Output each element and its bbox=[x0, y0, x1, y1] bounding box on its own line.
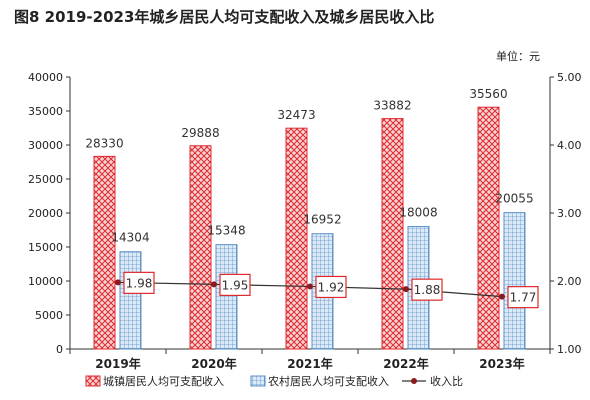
y2-tick-label: 2.00 bbox=[557, 275, 582, 288]
y-tick-label: 5000 bbox=[35, 309, 63, 322]
bar-urban bbox=[477, 106, 500, 350]
ratio-label-box bbox=[411, 278, 443, 301]
ratio-label-box bbox=[315, 275, 347, 299]
y-tick-label: 40000 bbox=[28, 71, 63, 84]
legend-swatch-rural bbox=[250, 375, 266, 387]
ratio-label: 1.77 bbox=[510, 291, 537, 305]
y-tick-label: 0 bbox=[56, 343, 63, 356]
bar-label-rural: 20055 bbox=[495, 192, 533, 206]
x-tick-label: 2023年 bbox=[479, 356, 524, 371]
bar-urban bbox=[189, 145, 212, 350]
bar-label-urban: 28330 bbox=[85, 136, 123, 150]
axes: 0 5000 10000 15000 20000 25000 30000 35000 40000… bbox=[28, 71, 582, 371]
bar-label-urban: 33882 bbox=[373, 99, 411, 113]
ratio-point bbox=[403, 286, 409, 293]
bar-rural bbox=[119, 251, 142, 350]
ratio-label: 1.98 bbox=[126, 276, 153, 290]
legend-label-urban: 城镇居民人均可支配收入 bbox=[103, 374, 224, 388]
bar-label-urban: 32473 bbox=[277, 108, 315, 122]
x-tick-label: 2021年 bbox=[287, 356, 332, 371]
legend-swatch-urban bbox=[85, 375, 101, 387]
bar-label-rural: 14304 bbox=[111, 231, 149, 245]
bars bbox=[93, 106, 526, 350]
ratio-point bbox=[307, 283, 313, 290]
y2-tick-label: 4.00 bbox=[557, 139, 582, 152]
y2-tick-label: 3.00 bbox=[557, 207, 582, 220]
legend-label-rural: 农村居民人均可支配收入 bbox=[268, 374, 389, 388]
bar-label-urban: 29888 bbox=[181, 126, 219, 140]
y-tick-label: 35000 bbox=[28, 105, 63, 118]
y-tick-label: 25000 bbox=[28, 173, 63, 186]
ratio-label: 1.88 bbox=[414, 283, 441, 297]
unit-label: 单位：元 bbox=[496, 50, 540, 63]
ratio-label-box bbox=[123, 271, 155, 294]
x-tick-label: 2022年 bbox=[383, 356, 428, 371]
bar-label-rural: 16952 bbox=[303, 213, 341, 227]
legend-marker-ratio bbox=[411, 378, 417, 384]
ratio-line: 1.98 1.95 1.92 1.88 1.77 bbox=[115, 271, 539, 309]
ratio-label-box bbox=[507, 286, 539, 309]
bar-rural bbox=[215, 244, 238, 350]
bar-label-rural: 15348 bbox=[207, 224, 245, 238]
ratio-label: 1.95 bbox=[222, 278, 249, 292]
x-tick-label: 2020年 bbox=[191, 356, 236, 371]
bar-label-rural: 18008 bbox=[399, 206, 437, 220]
ratio-point bbox=[115, 279, 121, 286]
ratio-label-box bbox=[219, 273, 251, 296]
legend-label-ratio: 收入比 bbox=[430, 374, 463, 388]
y-tick-label: 20000 bbox=[28, 207, 63, 220]
bar-rural bbox=[503, 212, 526, 350]
bar-urban bbox=[93, 155, 116, 350]
chart-title: 图8 2019-2023年城乡居民人均可支配收入及城乡居民收入比 bbox=[14, 8, 435, 26]
ratio-point bbox=[211, 281, 217, 288]
bar-urban bbox=[381, 118, 404, 350]
bar-urban bbox=[285, 127, 308, 350]
ratio-label: 1.92 bbox=[318, 280, 345, 294]
ratio-point bbox=[499, 293, 505, 300]
legend: 城镇居民人均可支配收入 农村居民人均可支配收入 收入比 bbox=[85, 374, 463, 388]
y-tick-label: 10000 bbox=[28, 275, 63, 288]
y-tick-label: 30000 bbox=[28, 139, 63, 152]
data-labels: 28330 14304 29888 15348 32473 16952 33882 18008… bbox=[85, 87, 533, 245]
x-tick-label: 2019年 bbox=[95, 356, 140, 371]
y2-tick-label: 5.00 bbox=[557, 71, 582, 84]
y-tick-label: 15000 bbox=[28, 241, 63, 254]
bar-label-urban: 35560 bbox=[469, 87, 507, 101]
y2-tick-label: 1.00 bbox=[557, 343, 582, 356]
